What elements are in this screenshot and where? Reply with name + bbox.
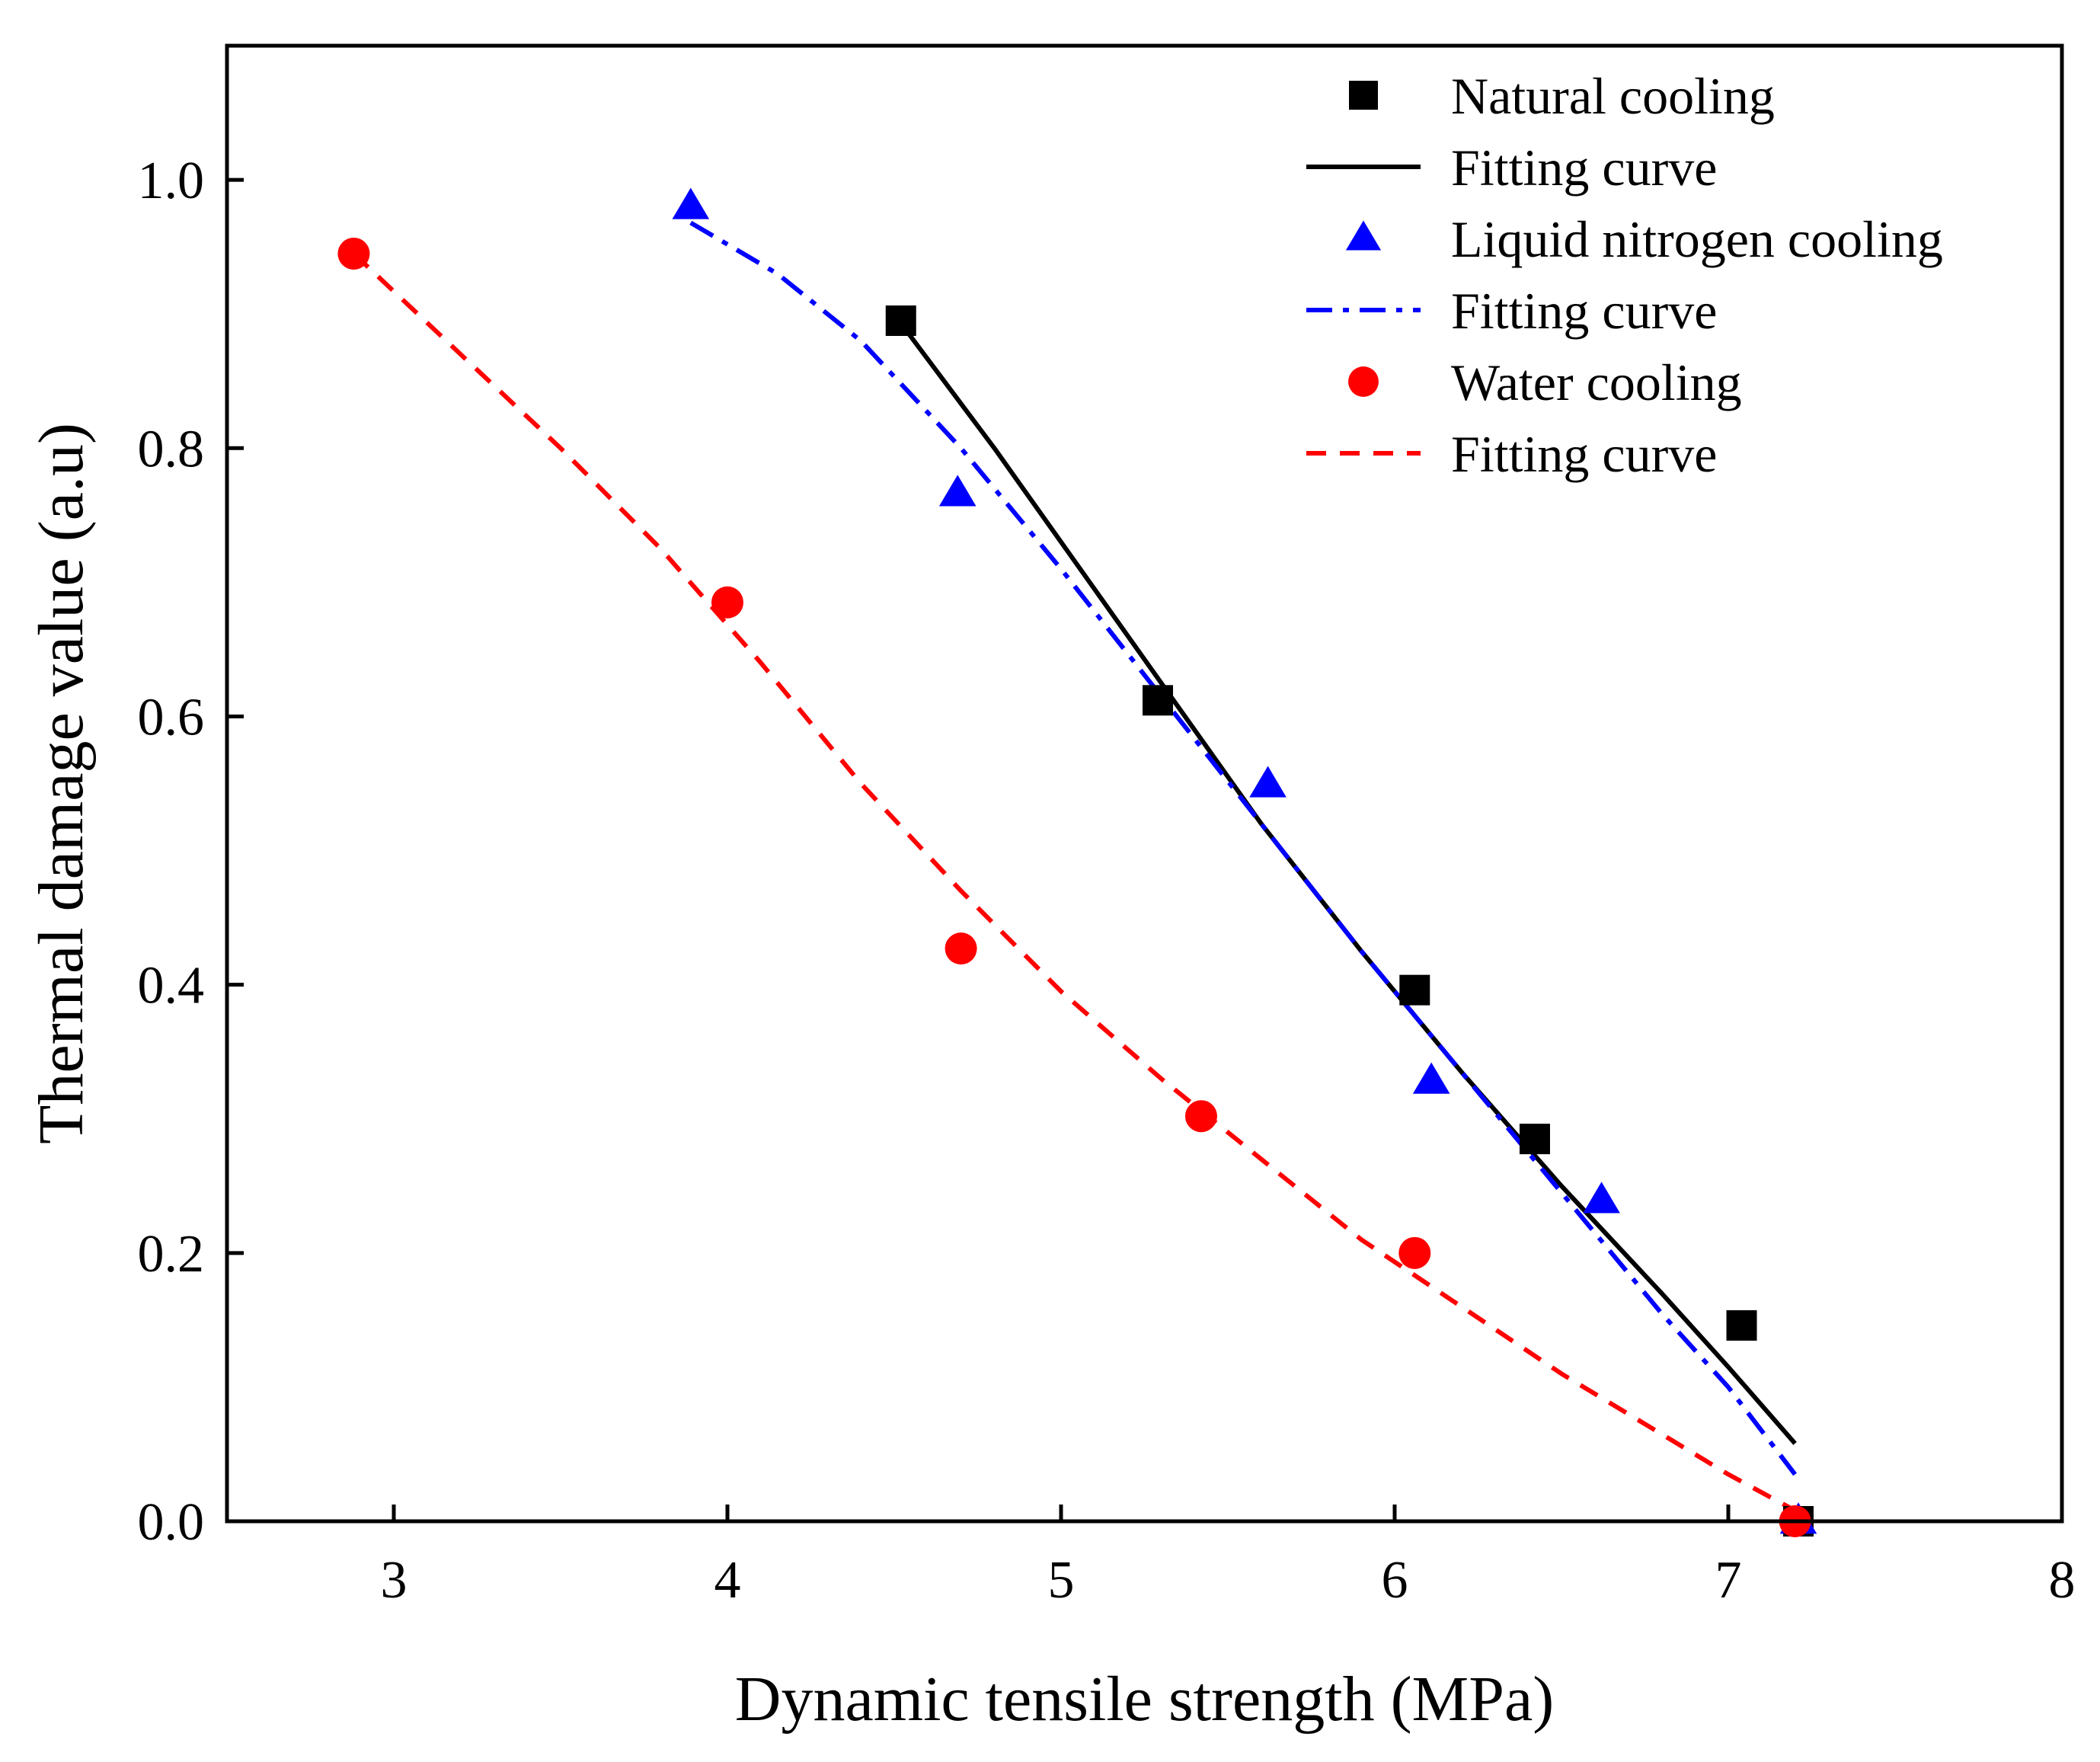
y-tick-label: 0.8	[138, 420, 205, 478]
legend-label: Liquid nitrogen cooling	[1451, 210, 1943, 268]
legend-label: Natural cooling	[1451, 67, 1775, 125]
points-layer	[337, 187, 1817, 1537]
data-point-natural-cooling	[885, 305, 916, 336]
plot-frame	[225, 43, 2064, 1524]
x-tick-label: 6	[1382, 1551, 1408, 1610]
y-tick-label: 1.0	[138, 152, 205, 210]
y-tick-label: 0.0	[138, 1493, 205, 1552]
x-tick-label: 7	[1715, 1551, 1742, 1610]
data-point-liquid-nitrogen-cooling	[1583, 1182, 1620, 1214]
ticks-layer: 3 4 5 6 7 8 0.0 0.2 0.4 0.6 0.8 1.0	[138, 152, 2076, 1610]
data-point-liquid-nitrogen-cooling	[672, 187, 710, 219]
fit-line-series-5	[352, 251, 1797, 1513]
legend-marker-liquid-nitrogen-cooling	[1345, 220, 1382, 251]
data-point-liquid-nitrogen-cooling	[938, 475, 976, 507]
data-point-water-cooling	[945, 932, 977, 965]
legend-label: Fitting curve	[1451, 282, 1717, 340]
legend-label: Fitting curve	[1451, 425, 1717, 483]
data-point-natural-cooling	[1143, 685, 1174, 716]
x-tick-label: 3	[381, 1551, 408, 1610]
data-point-liquid-nitrogen-cooling	[1412, 1062, 1450, 1094]
data-point-water-cooling	[1398, 1236, 1431, 1269]
y-tick-label: 0.6	[138, 688, 205, 747]
x-tick-label: 8	[2049, 1551, 2076, 1610]
data-point-water-cooling	[711, 586, 743, 619]
legend-label: Fitting curve	[1451, 139, 1717, 197]
data-point-natural-cooling	[1726, 1310, 1757, 1341]
data-point-liquid-nitrogen-cooling	[1249, 766, 1287, 798]
y-tick-label: 0.2	[138, 1225, 205, 1284]
legend-marker-natural-cooling	[1349, 81, 1378, 110]
fit-lines-layer	[352, 220, 1797, 1513]
data-point-natural-cooling	[1519, 1124, 1550, 1155]
y-tick-label: 0.4	[138, 957, 205, 1015]
legend: Natural cooling Fitting curve Liquid nitro…	[1306, 67, 1943, 483]
legend-label: Water cooling	[1451, 353, 1742, 411]
data-point-natural-cooling	[1399, 974, 1430, 1006]
legend-marker-water-cooling	[1348, 366, 1379, 397]
data-point-water-cooling	[1184, 1100, 1217, 1133]
y-axis-title: Thermal damage value (a.u)	[26, 423, 97, 1144]
x-tick-label: 4	[714, 1551, 741, 1610]
x-axis-title: Dynamic tensile strength (MPa)	[735, 1664, 1554, 1735]
x-tick-label: 5	[1048, 1551, 1075, 1610]
data-point-water-cooling	[337, 237, 370, 270]
